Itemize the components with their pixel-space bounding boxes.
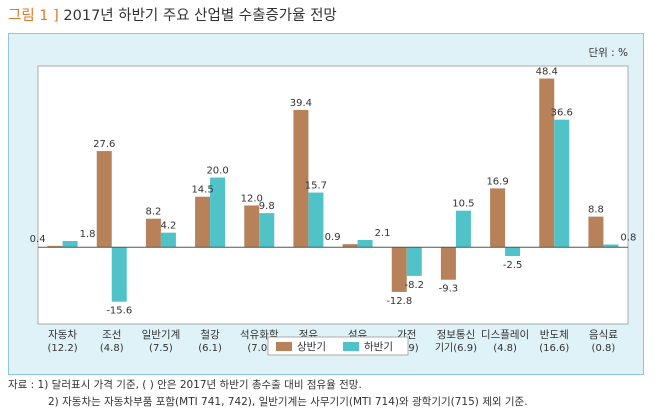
- data-label-second-half-4: 9.8: [259, 201, 275, 212]
- legend-box: [267, 336, 409, 356]
- bar-first-half-7: [391, 247, 407, 292]
- data-label-second-half-6: 2.1: [375, 228, 391, 239]
- bar-first-half-4: [244, 205, 260, 248]
- data-label-first-half-0: 0.4: [30, 234, 46, 245]
- data-label-second-half-5: 15.7: [305, 181, 327, 192]
- bar-second-half-4: [259, 213, 275, 248]
- category-label-3: 철강: [200, 329, 220, 341]
- data-label-first-half-8: -9.3: [439, 284, 459, 295]
- data-label-second-half-1: -15.6: [106, 306, 132, 317]
- data-label-second-half-3: 20.0: [206, 166, 228, 177]
- category-share-3: (6.1): [198, 343, 222, 354]
- notes: 자료 : 1) 달러표시 가격 기준, ( ) 안은 2017년 하반기 총수출…: [8, 377, 528, 411]
- bar-first-half-1: [96, 151, 112, 248]
- bar-second-half-8: [455, 210, 471, 248]
- data-label-second-half-7: -8.2: [404, 280, 424, 291]
- legend-label-second-half: 하반기: [364, 340, 393, 353]
- unit-label: 단위 : %: [588, 46, 628, 59]
- bar-first-half-8: [440, 247, 456, 280]
- data-label-first-half-7: -12.8: [386, 296, 412, 307]
- bar-second-half-9: [505, 247, 521, 257]
- data-label-second-half-11: 0.8: [620, 233, 636, 244]
- category-share-2: (7.5): [149, 343, 173, 354]
- note-text-1: 1) 달러표시 가격 기준, ( ) 안은 2017년 하반기 총수출 대비 점…: [37, 379, 362, 391]
- category-share-4: (7.0): [247, 343, 271, 354]
- bar-first-half-11: [588, 216, 604, 248]
- category-label-9: 디스플레이: [481, 329, 529, 341]
- figure-title-text: 2017년 하반기 주요 산업별 수출증가율 전망: [63, 8, 337, 24]
- bar-second-half-7: [406, 247, 422, 276]
- figure-title: 그림 1 ] 2017년 하반기 주요 산업별 수출증가율 전망: [8, 4, 337, 25]
- data-label-second-half-9: -2.5: [503, 260, 523, 271]
- category-share-1: (4.8): [100, 343, 124, 354]
- category-label-11: 음식료: [589, 329, 618, 341]
- category-share-0: (12.2): [48, 343, 78, 354]
- note-prefix: 자료 :: [8, 379, 38, 391]
- legend-swatch-second-half: [343, 342, 359, 351]
- data-label-second-half-0: 1.8: [80, 229, 96, 240]
- data-label-first-half-3: 14.5: [191, 185, 213, 196]
- bar-second-half-11: [603, 244, 619, 248]
- data-label-first-half-11: 8.8: [588, 205, 604, 216]
- data-label-second-half-10: 36.6: [551, 108, 573, 119]
- note-line-2: 2) 자동차는 자동차부품 포함(MTI 741, 742), 일반기계는 사무…: [48, 396, 528, 408]
- bar-first-half-5: [293, 109, 309, 248]
- category-share-10: (16.6): [539, 343, 569, 354]
- plot-area: [37, 65, 629, 325]
- category-label-1: 조선: [102, 329, 121, 341]
- data-label-first-half-10: 48.4: [536, 67, 558, 78]
- bar-second-half-3: [210, 177, 226, 248]
- legend: 상반기 하반기: [267, 336, 409, 356]
- bar-first-half-6: [342, 244, 358, 248]
- category-label-10: 반도체: [540, 329, 569, 341]
- figure-label: 그림 1 ]: [8, 8, 59, 24]
- legend-label-first-half: 상반기: [297, 341, 326, 353]
- bar-second-half-0: [62, 241, 78, 248]
- category-share-11: (0.8): [592, 343, 616, 354]
- data-label-first-half-5: 39.4: [290, 98, 312, 109]
- bar-first-half-10: [539, 78, 555, 248]
- data-label-first-half-2: 8.2: [145, 207, 161, 218]
- bar-second-half-6: [357, 239, 373, 248]
- bar-first-half-0: [47, 245, 63, 248]
- data-label-first-half-4: 12.0: [241, 193, 263, 204]
- note-line-1: 자료 : 1) 달러표시 가격 기준, ( ) 안은 2017년 하반기 총수출…: [8, 377, 528, 394]
- bar-chart: 단위 : % 0.4 1.8 27.6 -15.6 8.2 4.2 14.5 20.0 12.0…: [30, 46, 636, 356]
- data-label-first-half-9: 16.9: [486, 176, 508, 187]
- legend-swatch-first-half: [276, 342, 292, 351]
- category-share-9: (4.8): [493, 343, 517, 354]
- data-label-second-half-2: 4.2: [160, 221, 176, 232]
- bar-second-half-1: [111, 247, 127, 302]
- bar-second-half-10: [554, 119, 570, 248]
- bar-second-half-5: [308, 192, 324, 248]
- category-label-0: 자동차: [48, 329, 77, 341]
- bar-first-half-3: [195, 196, 211, 248]
- bar-first-half-2: [145, 218, 161, 248]
- data-label-second-half-8: 10.5: [452, 199, 474, 210]
- category-label-2: 일반기계: [142, 328, 181, 341]
- data-label-first-half-6: 0.9: [325, 232, 341, 243]
- category-share-8: 기기(6.9): [435, 342, 477, 354]
- bar-first-half-9: [490, 188, 506, 248]
- category-label-8: 정보통신: [437, 329, 476, 341]
- data-label-first-half-1: 27.6: [93, 139, 115, 150]
- bar-second-half-2: [160, 232, 176, 248]
